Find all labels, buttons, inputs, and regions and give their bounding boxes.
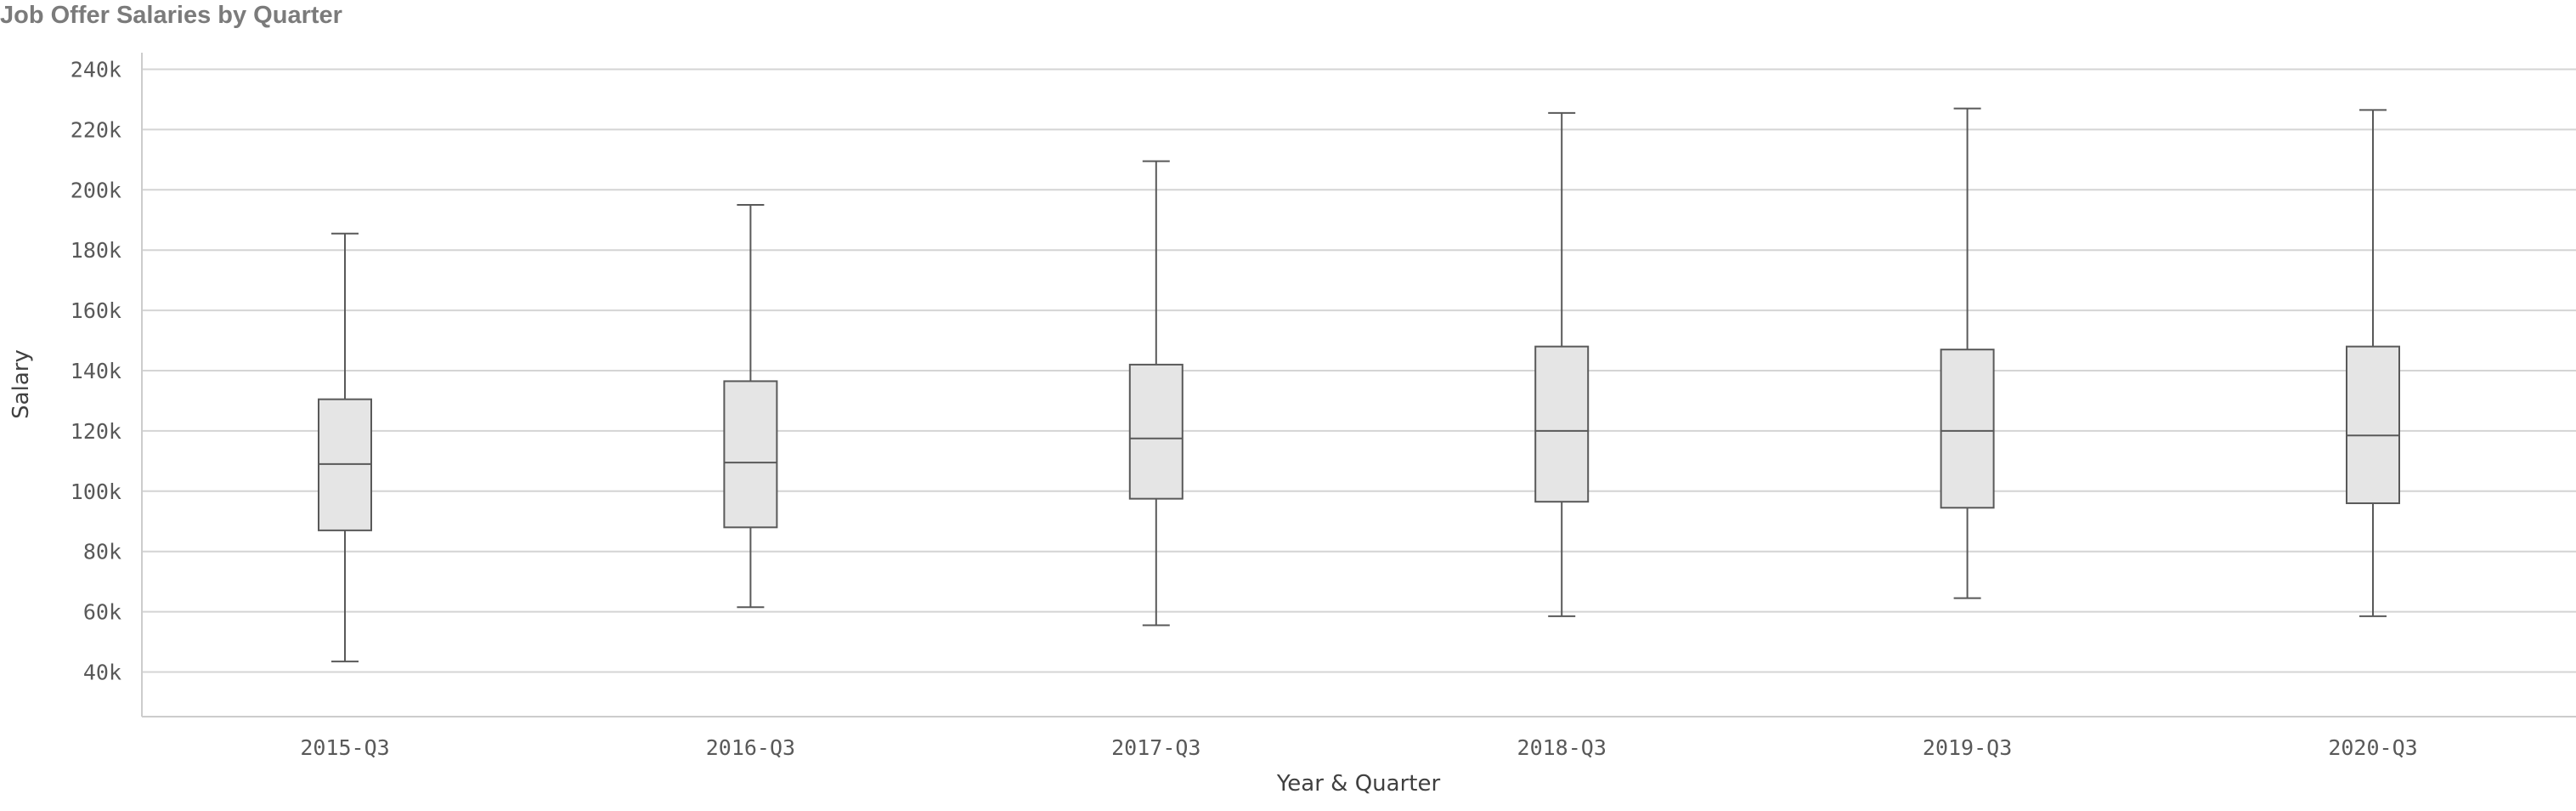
y-tick-label: 60k xyxy=(83,600,121,625)
x-tick-label: 2015-Q3 xyxy=(300,735,389,760)
y-tick-label: 140k xyxy=(71,359,121,383)
x-tick-label: 2019-Q3 xyxy=(1923,735,2012,760)
box-group xyxy=(2346,109,2400,617)
box-group xyxy=(318,232,372,663)
iqr-box xyxy=(2346,345,2400,504)
iqr-box xyxy=(1940,349,1995,509)
y-tick-label: 220k xyxy=(71,117,121,142)
x-tick-label: 2016-Q3 xyxy=(706,735,795,760)
iqr-box xyxy=(1534,345,1590,503)
box-group xyxy=(1534,111,1590,617)
x-axis-title: Year & Quarter xyxy=(1276,771,1441,797)
y-tick-label: 160k xyxy=(71,298,121,323)
y-tick-label: 40k xyxy=(83,661,121,685)
y-tick-label: 100k xyxy=(71,479,121,504)
iqr-box xyxy=(1128,363,1183,500)
iqr-box xyxy=(723,380,778,529)
box-group xyxy=(1940,107,1995,599)
gridlines xyxy=(142,68,2576,673)
y-tick-label: 120k xyxy=(71,419,121,444)
chart-title: Job Offer Salaries by Quarter xyxy=(0,2,342,29)
y-axis-title: Salary xyxy=(8,349,34,419)
box-group xyxy=(1128,160,1183,627)
y-tick-label: 80k xyxy=(83,540,121,564)
y-axis-ticks: 40k 60k 80k 100k 120k 140k 160k 180k 200k 220k 240… xyxy=(71,58,121,685)
x-tick-label: 2020-Q3 xyxy=(2328,735,2417,760)
y-tick-label: 200k xyxy=(71,178,121,202)
y-tick-label: 240k xyxy=(71,58,121,82)
x-tick-label: 2018-Q3 xyxy=(1517,735,1607,760)
axes xyxy=(141,53,2576,717)
x-axis-ticks: 2015-Q3 2016-Q3 2017-Q3 2018-Q3 2019-Q3 2020-… xyxy=(300,735,2417,760)
box-group xyxy=(723,204,778,609)
boxes xyxy=(318,107,2400,663)
x-tick-label: 2017-Q3 xyxy=(1111,735,1200,760)
y-tick-label: 180k xyxy=(71,238,121,263)
